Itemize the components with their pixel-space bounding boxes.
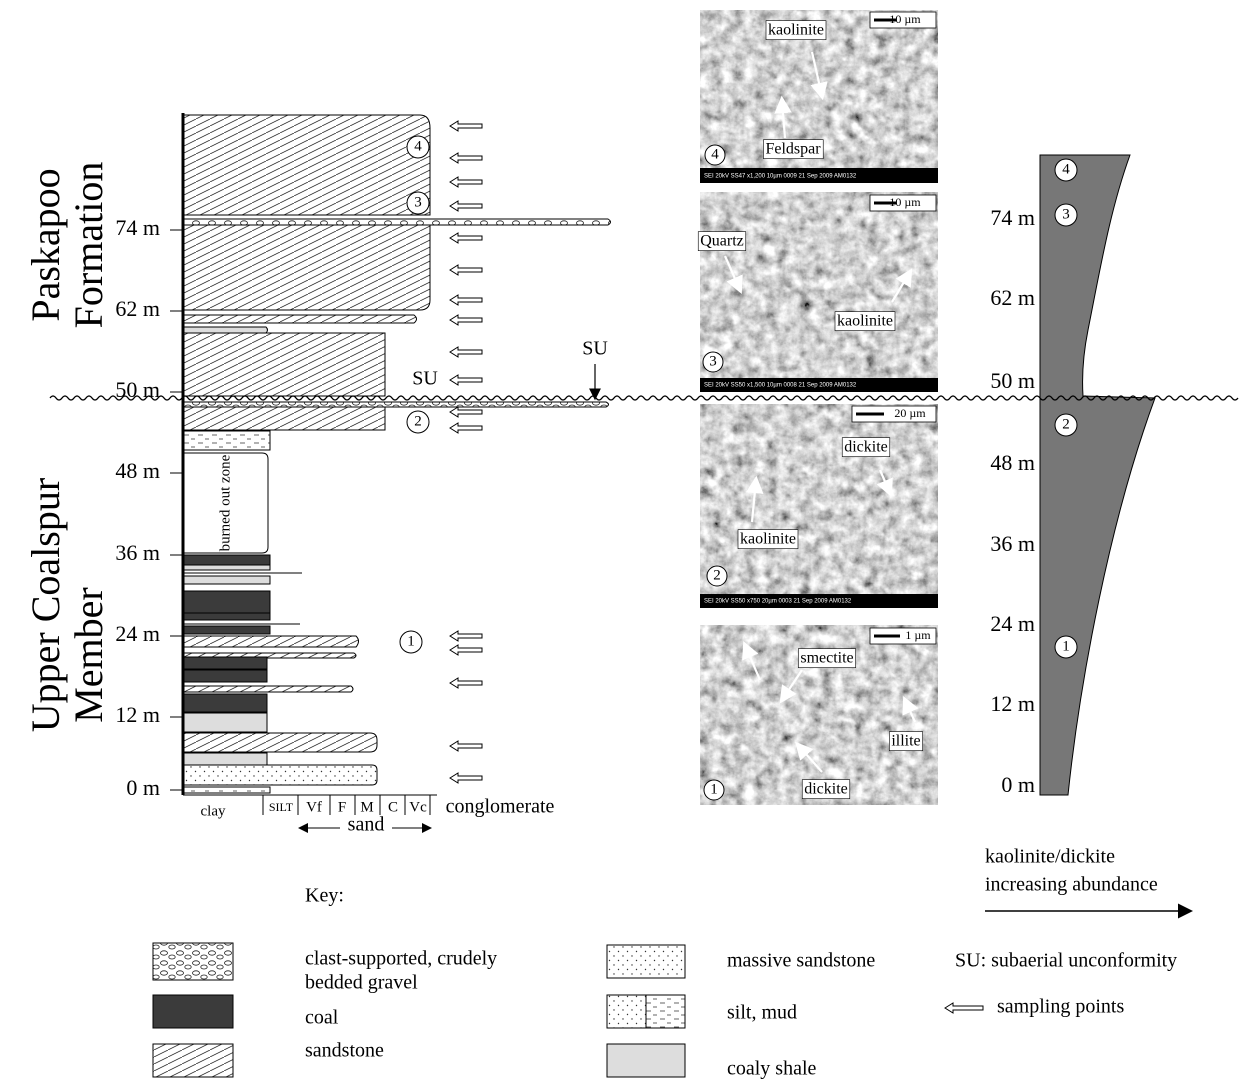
mineral-label: Quartz [700, 233, 744, 250]
su-label: SU [412, 368, 438, 390]
depth-label: 74 m [990, 205, 1035, 230]
depth-label: 62 m [115, 296, 160, 321]
sampling-arrow [450, 631, 482, 641]
key-label: coaly shale [727, 1058, 817, 1080]
sem-footer: SEI 20kV SS50 x1,500 10µm 0008 21 Sep 20… [704, 383, 857, 389]
depth-label: 12 m [990, 691, 1035, 716]
depth-label: 0 m [1001, 772, 1035, 797]
mineral-label: dickite [844, 439, 888, 456]
mineral-label: illite [891, 733, 920, 750]
mineral-label: kaolinite [837, 313, 893, 330]
panel-number: 2 [713, 567, 721, 583]
formation-label: Formation [66, 162, 111, 329]
mineral-label: dickite [804, 781, 848, 798]
formation-label: Member [66, 587, 111, 723]
sampling-arrow [450, 423, 482, 433]
grain-class: conglomerate [446, 796, 555, 818]
sample-number: 3 [414, 194, 422, 210]
sem-footer: SEI 20kV SS47 x1,200 10µm 0009 21 Sep 20… [704, 174, 857, 180]
scale-bar-label: 20 µm [894, 406, 926, 420]
sample-number: 2 [414, 413, 422, 429]
sample-number: 3 [1062, 206, 1070, 222]
figure: Paskapoo Formation Upper Coalspur Member [0, 0, 1245, 1084]
sample-number: 1 [407, 633, 415, 649]
depth-label: 24 m [115, 621, 160, 646]
depth-label: 50 m [990, 368, 1035, 393]
scale-bar-label: 10 µm [889, 12, 921, 26]
key-label: SU: subaerial unconformity [955, 950, 1177, 972]
depth-label: 48 m [115, 458, 160, 483]
su-label: SU [582, 338, 608, 360]
sampling-arrow [450, 121, 482, 131]
abundance-label: kaolinite/dickite [985, 846, 1115, 868]
grain-class: C [388, 799, 398, 815]
depth-label: 62 m [990, 285, 1035, 310]
key-label: bedded gravel [305, 972, 418, 994]
depth-label: 36 m [115, 540, 160, 565]
sampling-arrow [450, 233, 482, 243]
sampling-arrow [450, 315, 482, 325]
key-label: clast-supported, crudely [305, 948, 497, 970]
sample-number: 1 [1062, 638, 1070, 654]
sampling-arrow [450, 741, 482, 751]
mineral-label: kaolinite [740, 531, 796, 548]
mineral-label: Feldspar [765, 141, 821, 158]
depth-label: 24 m [990, 611, 1035, 636]
grain-class: F [338, 799, 346, 815]
abundance-curve [1040, 155, 1155, 795]
strat-column [183, 113, 611, 795]
formation-label: Upper Coalspur [23, 478, 68, 732]
sample-number: 2 [1062, 416, 1070, 432]
key-title: Key: [305, 885, 344, 907]
depth-label: 0 m [126, 775, 160, 800]
sample-number: 4 [1062, 161, 1070, 177]
grain-class: clay [201, 803, 226, 819]
burned-zone-label: burned out zone [217, 454, 233, 551]
sampling-arrow [450, 347, 482, 357]
sampling-arrow [450, 177, 482, 187]
depth-label: 74 m [115, 215, 160, 240]
depth-label: 48 m [990, 450, 1035, 475]
key-label: silt, mud [727, 1002, 797, 1024]
mineral-label: kaolinite [768, 22, 824, 39]
formation-label: Paskapoo [23, 168, 68, 321]
depth-label: 36 m [990, 531, 1035, 556]
key-label: massive sandstone [727, 950, 875, 972]
sampling-arrow [450, 678, 482, 688]
scale-bar-label: 1 µm [905, 628, 931, 642]
sampling-arrow [450, 773, 482, 783]
panel-number: 3 [709, 353, 717, 369]
grain-class: SILT [269, 800, 294, 814]
sample-number: 4 [414, 138, 422, 154]
key-label: coal [305, 1007, 339, 1029]
sampling-arrow [450, 645, 482, 655]
sampling-arrow [450, 407, 482, 417]
sampling-arrow [450, 201, 482, 211]
scale-bar-label: 10 µm [889, 195, 921, 209]
key-label: sampling points [997, 996, 1124, 1018]
key-label: sandstone [305, 1040, 384, 1062]
depth-label: 12 m [115, 702, 160, 727]
sampling-arrow [450, 295, 482, 305]
panel-number: 4 [711, 146, 719, 162]
sem-footer: SEI 20kV SS50 x750 20µm 0003 21 Sep 2009… [704, 599, 852, 605]
mineral-label: smectite [800, 650, 853, 667]
abundance-label: increasing abundance [985, 874, 1158, 896]
grain-class: Vc [409, 799, 427, 815]
panel-number: 1 [710, 781, 718, 797]
sampling-arrow [450, 265, 482, 275]
sampling-arrow [450, 375, 482, 385]
sampling-arrow [450, 153, 482, 163]
sand-label: sand [348, 814, 385, 836]
grain-class: Vf [306, 799, 322, 815]
